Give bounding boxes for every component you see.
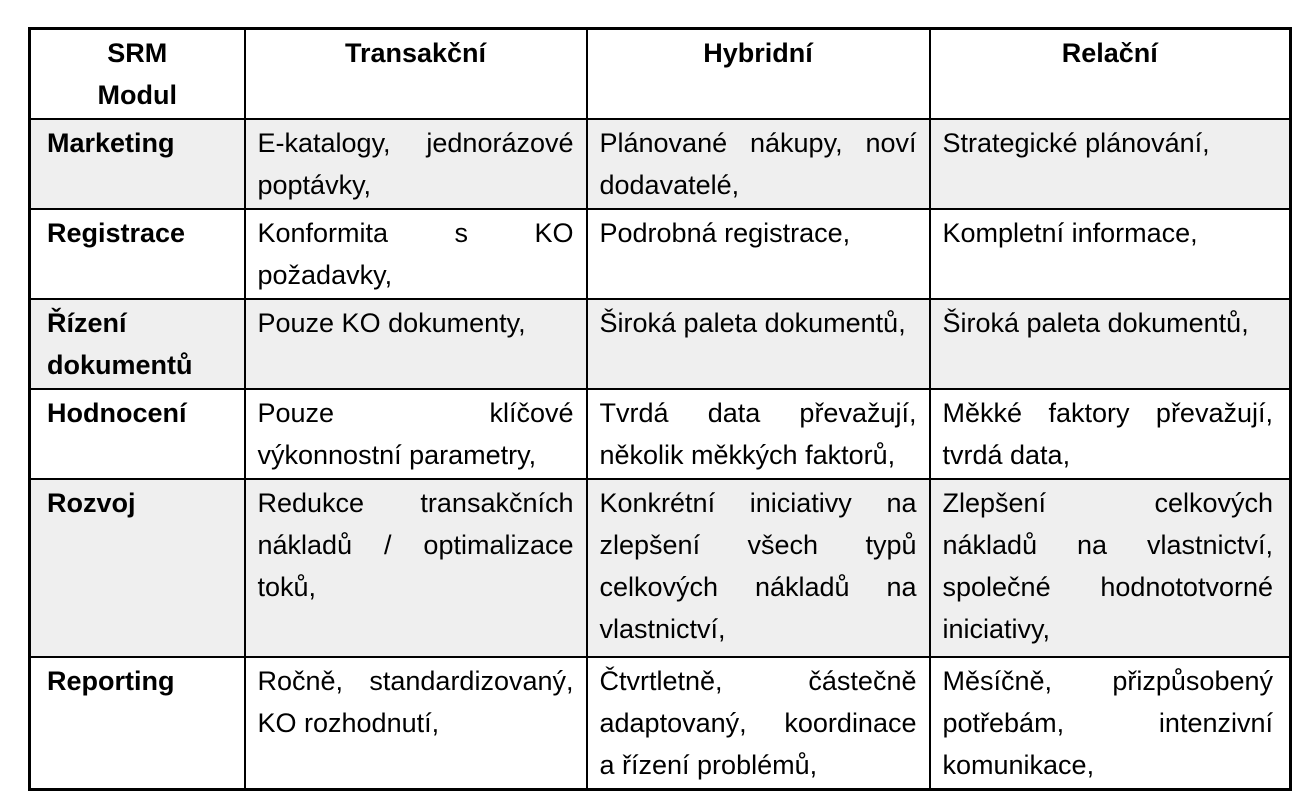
row-header-reporting: Reporting	[28, 656, 246, 791]
row-header-marketing: Marketing	[28, 118, 246, 210]
cell-rozvoj-relacni: Zlepšení celkových nákladů na vlastnictv…	[928, 478, 1292, 658]
header-row: SRM Modul Transakční Hybridní Relační	[28, 27, 1292, 120]
table-row-hodnoceni: Hodnocení Pouze klíčové výkonnostní para…	[28, 388, 1292, 480]
cell-rizeni-transakcni: Pouze KO dokumenty,	[243, 298, 588, 390]
cell-rozvoj-hybridni: Konkrétní iniciativy na zlepšení všech t…	[585, 478, 931, 658]
cell-marketing-relacni: Strategické plánování,	[928, 118, 1292, 210]
row-header-hodnoceni: Hodnocení	[28, 388, 246, 480]
column-header-srm-modul: SRM Modul	[28, 27, 246, 120]
cell-registrace-relacni: Kompletní informace,	[928, 208, 1292, 300]
cell-rizeni-hybridni: Široká paleta dokumentů,	[585, 298, 931, 390]
srm-table-container: SRM Modul Transakční Hybridní Relační Ma…	[28, 27, 1292, 791]
table-row-registrace: Registrace Konformita s KO požadavky, Po…	[28, 208, 1292, 300]
column-header-hybridni: Hybridní	[585, 27, 931, 120]
cell-marketing-transakcni: E-katalogy, jednorázové poptávky,	[243, 118, 588, 210]
column-header-transakcni: Transakční	[243, 27, 588, 120]
row-header-rozvoj: Rozvoj	[28, 478, 246, 658]
cell-reporting-transakcni: Ročně, standardizovaný, KO rozhodnutí,	[243, 656, 588, 791]
table-row-reporting: Reporting Ročně, standardizovaný, KO roz…	[28, 656, 1292, 791]
cell-reporting-hybridni: Čtvrtletně, částečně adaptovaný, koordin…	[585, 656, 931, 791]
row-header-registrace: Registrace	[28, 208, 246, 300]
table-row-rizeni-dokumentu: Řízení dokumentů Pouze KO dokumenty, Šir…	[28, 298, 1292, 390]
cell-marketing-hybridni: Plánované nákupy, noví dodavatelé,	[585, 118, 931, 210]
cell-registrace-hybridni: Podrobná registrace,	[585, 208, 931, 300]
column-header-relacni: Relační	[928, 27, 1292, 120]
cell-hodnoceni-hybridni: Tvrdá data převažují, několik měkkých fa…	[585, 388, 931, 480]
cell-reporting-relacni: Měsíčně, přizpůsobený potřebám, intenziv…	[928, 656, 1292, 791]
cell-hodnoceni-relacni: Měkké faktory převažují, tvrdá data,	[928, 388, 1292, 480]
table-row-rozvoj: Rozvoj Redukce transakčních nákladů / op…	[28, 478, 1292, 658]
srm-comparison-table: SRM Modul Transakční Hybridní Relační Ma…	[28, 27, 1292, 791]
cell-rizeni-relacni: Široká paleta dokumentů,	[928, 298, 1292, 390]
cell-rozvoj-transakcni: Redukce transakčních nákladů / optimaliz…	[243, 478, 588, 658]
cell-hodnoceni-transakcni: Pouze klíčové výkonnostní parametry,	[243, 388, 588, 480]
cell-registrace-transakcni: Konformita s KO požadavky,	[243, 208, 588, 300]
table-row-marketing: Marketing E-katalogy, jednorázové poptáv…	[28, 118, 1292, 210]
row-header-rizeni-dokumentu: Řízení dokumentů	[28, 298, 246, 390]
